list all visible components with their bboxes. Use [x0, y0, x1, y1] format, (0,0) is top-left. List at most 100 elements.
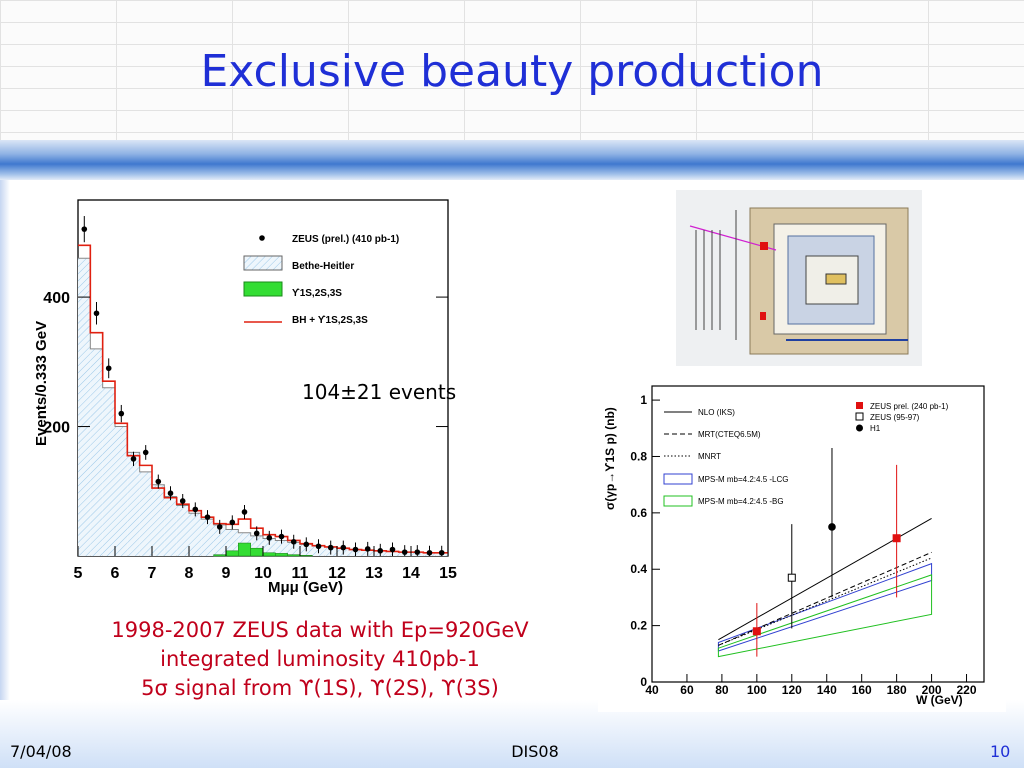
measurement-point: [892, 534, 901, 543]
legend-entry: BH + ϒ1S,2S,3S: [292, 315, 368, 326]
y-tick-label: 0.2: [630, 619, 647, 633]
upsilon-bin: [225, 550, 239, 557]
legend-h1: [856, 424, 863, 432]
data-point: [401, 549, 408, 555]
x-tick-label: 8: [185, 565, 194, 582]
legend-zeus-9597: [855, 412, 864, 421]
bh-bin: [127, 452, 140, 556]
data-point: [426, 549, 433, 556]
data-point: [352, 546, 359, 553]
x-tick-label: 15: [439, 565, 457, 582]
x-tick-label: 120: [782, 683, 802, 697]
x-tick-label: 6: [111, 565, 120, 582]
y-tick-label: 0.8: [630, 449, 647, 463]
data-point: [364, 546, 371, 552]
x-tick-label: 60: [680, 683, 694, 697]
measurement-points: [752, 448, 901, 657]
bh-bin: [176, 505, 189, 556]
events-count-note: 104±21 events: [302, 380, 457, 404]
upsilon-bin: [238, 542, 251, 557]
data-point: [241, 509, 248, 515]
x-tick-label: 100: [747, 683, 767, 697]
left-gradient: [0, 180, 10, 740]
upsilon-bin: [262, 552, 276, 557]
legend-dot: [259, 235, 265, 241]
cross-section-panel: 40 60 80 100 120 140 160 180 200 220 0 0.2 0.4 0.6 0.…: [598, 380, 1006, 712]
footer-center: DIS08: [511, 742, 559, 761]
bh-bin: [102, 387, 115, 556]
bh-bin: [189, 513, 202, 556]
legend-bg-swatch: [663, 495, 693, 507]
caption-line-1: 1998-2007 ZEUS data with Ep=920GeV: [111, 618, 529, 642]
x-tick-label: 160: [852, 683, 872, 697]
theory-band: [717, 574, 933, 658]
mps-bands: [717, 562, 933, 658]
hist-x-ticks: 5 6 7 8 9 10 11 12 13 14 15: [74, 546, 457, 582]
data-point: [192, 506, 199, 513]
hist-y-label: Events/0.333 GeV: [33, 321, 50, 446]
data-point: [118, 410, 125, 417]
caption-line-2: integrated luminosity 410pb-1: [160, 647, 480, 671]
caption-line-3: 5σ signal from ϒ(1S), ϒ(2S), ϒ(3S): [141, 676, 499, 700]
legend-entry: ZEUS (prel.) (410 pb-1): [292, 234, 399, 245]
data-caption: 1998-2007 ZEUS data with Ep=920GeV integ…: [40, 616, 600, 703]
legend-entry: MNRT: [698, 452, 721, 461]
bh-bin: [164, 496, 177, 556]
mass-histogram-panel: 5 6 7 8 9 10 11 12 13 14 15 200 400 Mμμ (GeV) Event…: [10, 186, 462, 604]
data-point: [278, 533, 285, 540]
measurement-point: [787, 573, 796, 582]
data-point: [253, 530, 260, 537]
x-tick-label: 9: [222, 565, 231, 582]
measurement-point: [828, 523, 836, 531]
x-tick-label: 220: [957, 683, 977, 697]
legend-entry: MPS-M mb=4.2:4.5 -LCG: [698, 475, 788, 484]
x-tick-label: 10: [254, 565, 272, 582]
y-tick-label: 0.4: [630, 562, 647, 576]
data-point: [229, 519, 236, 526]
y-tick-label: 0.6: [630, 506, 647, 520]
legend-entry: H1: [870, 424, 881, 433]
bh-bin: [78, 258, 91, 556]
data-point: [315, 543, 322, 550]
xs-x-ticks: 40 60 80 100 120 140 160 180 200 220: [645, 674, 977, 697]
y-tick-label: 200: [43, 420, 70, 437]
hist-legend: ZEUS (prel.) (410 pb-1) Bethe-Heitler ϒ1S,…: [243, 234, 399, 326]
footer-date: 7/04/08: [10, 742, 72, 761]
x-tick-label: 13: [365, 565, 383, 582]
header-band: [0, 140, 1024, 180]
detector-event-display: [676, 190, 922, 366]
legend-lcg-swatch: [663, 473, 693, 485]
data-point: [167, 490, 174, 497]
data-point: [290, 538, 297, 545]
data-point: [142, 449, 149, 456]
data-point: [81, 226, 88, 232]
data-point: [155, 478, 162, 485]
legend-entry: NLO (IKS): [698, 408, 735, 417]
upsilon-bin: [299, 555, 313, 557]
bh-bin: [287, 542, 300, 556]
xs-frame: [651, 385, 985, 683]
data-point: [327, 544, 334, 551]
x-tick-label: 14: [402, 565, 420, 582]
y-tick-label: 0: [640, 675, 647, 689]
legend-ups-swatch: [243, 281, 283, 297]
x-tick-label: 140: [817, 683, 837, 697]
data-point: [414, 549, 421, 555]
data-point: [303, 541, 310, 548]
bh-bin: [213, 524, 226, 556]
bh-bin: [90, 348, 103, 556]
data-point: [93, 310, 100, 317]
data-point: [216, 524, 223, 530]
x-tick-label: 7: [148, 565, 157, 582]
upsilon-bin: [250, 547, 264, 557]
bh-bin: [275, 540, 288, 556]
hist-y-ticks: 200 400: [43, 290, 448, 437]
data-point: [266, 535, 273, 541]
legend-entry: MRT(CTEQ6.5M): [698, 430, 761, 439]
bh-bin: [152, 484, 165, 556]
data-point: [179, 498, 186, 504]
theory-curve: [718, 557, 932, 646]
slide-title: Exclusive beauty production: [200, 46, 824, 97]
measurement-point: [752, 627, 761, 636]
legend-entry: ZEUS (95-97): [870, 413, 920, 422]
